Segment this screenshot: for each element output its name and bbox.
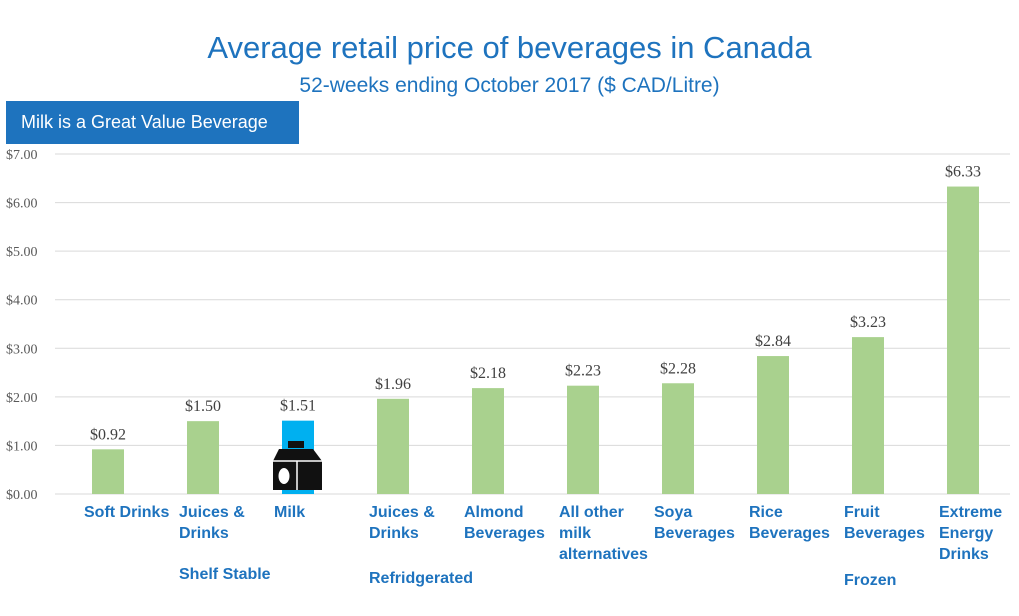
y-tick-label: $4.00 [6,294,38,309]
x-category-label: Juices & Drinks [179,504,245,542]
x-group-label: Frozen [844,572,897,589]
x-group-label: Refridgerated [369,570,474,587]
y-tick-label: $5.00 [6,245,38,260]
x-group-label: Shelf Stable [179,566,271,583]
data-label: $1.51 [280,398,316,415]
y-tick-label: $1.00 [6,439,38,454]
data-label: $2.23 [565,363,601,380]
data-label: $6.33 [945,164,981,181]
y-tick-label: $2.00 [6,391,38,406]
bar [472,388,504,494]
bar [567,385,599,494]
x-category-label: Soft Drinks [84,504,170,521]
data-label: $2.18 [470,365,506,382]
data-label: $2.28 [660,360,696,377]
y-tick-label: $0.00 [6,488,38,503]
data-label: $0.92 [90,426,126,443]
milk-carton-icon [273,441,322,490]
x-category-label: Soya Beverages [654,504,735,542]
x-category-label: Fruit Beverages [844,504,925,542]
bar [377,398,409,494]
data-label: $1.96 [375,376,411,393]
x-category-label: Milk [274,504,306,521]
value-banner: Milk is a Great Value Beverage [6,101,299,144]
y-tick-label: $6.00 [6,197,38,212]
x-category-label: All other milk alternatives [559,504,648,563]
data-label: $3.23 [850,314,886,331]
chart-title: Average retail price of beverages in Can… [207,30,812,65]
bar [187,421,219,494]
y-tick-label: $3.00 [6,342,38,357]
bar [947,186,979,495]
x-category-label: Juices & Drinks [369,504,435,542]
data-label: $1.50 [185,398,221,415]
x-category-label: Rice Beverages [749,504,830,542]
bar [757,356,789,494]
bar [852,337,884,494]
bar [662,383,694,494]
chart-subtitle: 52-weeks ending October 2017 ($ CAD/Litr… [299,74,720,97]
y-tick-label: $7.00 [6,148,38,163]
x-category-label: Extreme Energy Drinks [939,504,1003,563]
data-label: $2.84 [755,333,791,350]
bar [92,449,124,494]
x-category-label: Almond Beverages [464,504,545,542]
